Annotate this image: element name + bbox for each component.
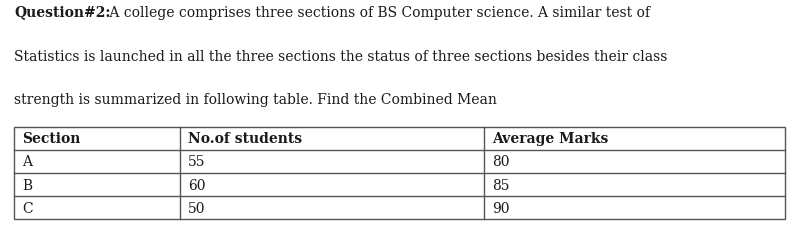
Text: Question#2:: Question#2:	[14, 6, 111, 20]
Text: C: C	[23, 201, 33, 215]
Text: B: B	[23, 178, 33, 192]
Text: strength is summarized in following table. Find the Combined Mean: strength is summarized in following tabl…	[14, 92, 497, 106]
Text: 90: 90	[493, 201, 510, 215]
Text: Section: Section	[23, 132, 81, 146]
Text: A: A	[23, 155, 32, 169]
Text: 50: 50	[188, 201, 205, 215]
Text: 60: 60	[188, 178, 205, 192]
Text: 80: 80	[493, 155, 510, 169]
Text: 85: 85	[493, 178, 510, 192]
Text: No.of students: No.of students	[188, 132, 303, 146]
Text: Average Marks: Average Marks	[493, 132, 609, 146]
Text: A college comprises three sections of BS Computer science. A similar test of: A college comprises three sections of BS…	[105, 6, 650, 20]
Text: Statistics is launched in all the three sections the status of three sections be: Statistics is launched in all the three …	[14, 50, 668, 63]
Text: 55: 55	[188, 155, 205, 169]
